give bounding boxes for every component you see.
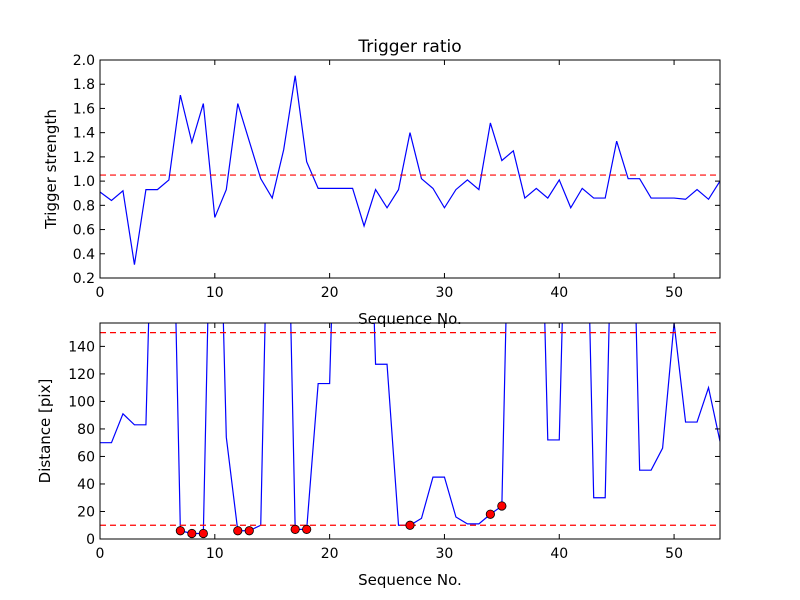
top-x-tick-label: 0 bbox=[96, 285, 105, 301]
top-chart-title: Trigger ratio bbox=[357, 37, 461, 57]
bottom-x-tick-label: 40 bbox=[550, 546, 568, 562]
bottom-highlight-marker bbox=[175, 526, 185, 536]
top-x-tick-label: 30 bbox=[436, 285, 454, 301]
top-plot-frame bbox=[99, 59, 721, 279]
bottom-highlight-marker bbox=[405, 520, 415, 530]
bottom-x-axis-label: Sequence No. bbox=[358, 571, 462, 589]
top-y-tick-label: 0.4 bbox=[73, 247, 95, 263]
top-x-tick-label: 50 bbox=[665, 285, 683, 301]
top-x-axis-label: Sequence No. bbox=[358, 310, 462, 328]
top-y-axis-label: Trigger strength bbox=[42, 109, 60, 230]
top-y-tick-label: 1.6 bbox=[73, 101, 95, 117]
top-x-tick-label: 40 bbox=[550, 285, 568, 301]
bottom-series-line-0 bbox=[100, 323, 720, 535]
bottom-plot-frame bbox=[99, 322, 721, 540]
bottom-highlight-marker bbox=[187, 528, 197, 539]
bottom-highlight-marker bbox=[244, 526, 254, 536]
bottom-y-axis-label: Distance [pix] bbox=[36, 379, 54, 484]
bottom-plot: 0 10 20 30 40 50 0 20 40 60 80 100 120 140 Sequence N… bbox=[36, 322, 721, 589]
bottom-y-tick-label: 0 bbox=[86, 532, 95, 548]
top-y-tick-label: 1.0 bbox=[73, 174, 95, 190]
top-plot: 0 10 20 30 40 50 0.2 0.4 0.6 0.8 1.0 1.2 1.4 1.6 1.8 2.… bbox=[42, 37, 721, 328]
bottom-y-tick-label: 40 bbox=[77, 477, 95, 493]
bottom-y-tick-label: 120 bbox=[68, 367, 95, 383]
top-series-line-0 bbox=[100, 75, 720, 265]
top-y-tick-label: 0.6 bbox=[73, 223, 95, 239]
bottom-highlight-marker bbox=[233, 526, 243, 536]
top-x-tick-label: 20 bbox=[321, 285, 339, 301]
bottom-highlight-marker bbox=[485, 509, 495, 519]
top-y-tick-label: 1.8 bbox=[73, 77, 95, 93]
bottom-x-tick-label: 20 bbox=[321, 546, 339, 562]
bottom-y-tick-label: 20 bbox=[77, 504, 95, 520]
bottom-highlight-marker bbox=[290, 524, 300, 534]
bottom-y-tick-label: 140 bbox=[68, 339, 95, 355]
top-y-tick-label: 1.4 bbox=[73, 126, 95, 142]
bottom-x-tick-label: 50 bbox=[665, 546, 683, 562]
bottom-y-tick-label: 80 bbox=[77, 422, 95, 438]
bottom-y-tick-label: 60 bbox=[77, 449, 95, 465]
bottom-highlight-marker bbox=[198, 528, 208, 539]
top-y-tick-label: 2.0 bbox=[73, 53, 95, 69]
top-y-tick-label: 1.2 bbox=[73, 150, 95, 166]
bottom-highlight-marker bbox=[302, 524, 312, 534]
bottom-highlight-marker bbox=[497, 501, 507, 511]
bottom-x-tick-label: 0 bbox=[96, 546, 105, 562]
bottom-x-tick-label: 10 bbox=[206, 546, 224, 562]
bottom-x-tick-label: 30 bbox=[436, 546, 454, 562]
top-x-tick-label: 10 bbox=[206, 285, 224, 301]
bottom-y-tick-label: 100 bbox=[68, 394, 95, 410]
top-y-tick-label: 0.2 bbox=[73, 271, 95, 287]
top-y-tick-label: 0.8 bbox=[73, 198, 95, 214]
